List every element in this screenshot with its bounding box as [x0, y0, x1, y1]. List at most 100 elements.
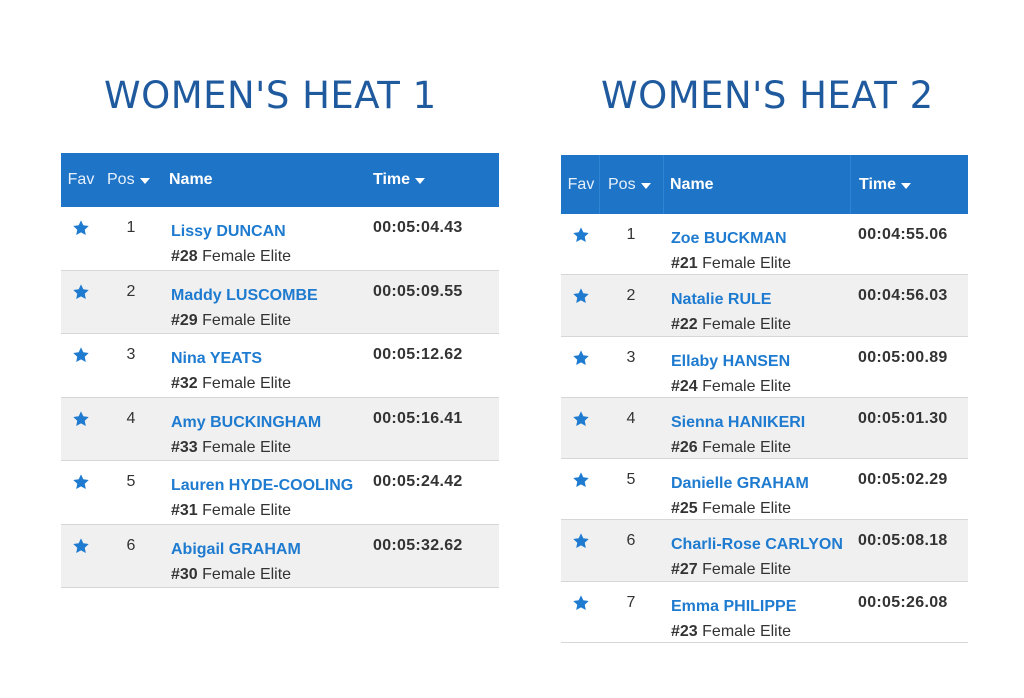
athlete-name-link[interactable]: Maddy LUSCOMBE — [171, 286, 318, 304]
athlete-category: Female Elite — [202, 311, 292, 329]
time-cell: 00:04:55.06 — [858, 226, 948, 243]
favorite-toggle[interactable] — [61, 461, 99, 524]
athlete-meta: #32 Female Elite — [171, 371, 365, 396]
favorite-toggle[interactable] — [561, 337, 599, 397]
favorite-toggle[interactable] — [561, 520, 599, 580]
bib-number: #32 — [171, 375, 198, 392]
athlete-name-link[interactable]: Ellaby HANSEN — [671, 352, 791, 370]
athlete-category: Female Elite — [202, 248, 292, 265]
athlete-meta: #33 Female Elite — [171, 435, 365, 460]
favorite-toggle[interactable] — [61, 398, 99, 461]
position-cell: 7 — [626, 593, 636, 611]
bib-number: #27 — [671, 561, 698, 579]
athlete-category: Female Elite — [702, 622, 792, 640]
athlete-name-link[interactable]: Charli-Rose CARLYON — [671, 536, 843, 554]
athlete-category: Female Elite — [702, 500, 792, 518]
position-cell: 2 — [126, 282, 136, 300]
athlete-name-link[interactable]: Abigail GRAHAM — [171, 540, 301, 558]
athlete-category: Female Elite — [202, 502, 292, 519]
heat-1-title: WOMEN'S HEAT 1 — [104, 74, 437, 117]
pos-column-header[interactable]: Pos — [99, 153, 163, 207]
name-column-header: Name — [663, 155, 850, 214]
results-table-header: Fav Pos Name Time — [561, 155, 968, 214]
pos-column-header[interactable]: Pos — [599, 155, 663, 214]
time-cell: 00:05:26.08 — [858, 593, 948, 611]
athlete-name-link[interactable]: Natalie RULE — [671, 291, 772, 309]
favorite-toggle[interactable] — [561, 275, 599, 335]
favorite-toggle[interactable] — [561, 459, 599, 519]
name-column-header: Name — [169, 171, 213, 188]
caret-down-icon — [640, 182, 651, 189]
athlete-category: Female Elite — [702, 255, 792, 272]
bib-number: #30 — [171, 565, 198, 583]
athlete-name-link[interactable]: Danielle GRAHAM — [671, 475, 809, 493]
heat-1-results-table: Fav Pos Name Time 1 Lissy DUNCAN #28 Femal… — [61, 153, 499, 588]
time-cell: 00:05:24.42 — [373, 473, 463, 490]
star-icon — [573, 288, 589, 304]
table-row: 6 Abigail GRAHAM #30 Female Elite 00:05:32.… — [61, 524, 499, 588]
table-row: 3 Nina YEATS #32 Female Elite 00:05:12.62 — [61, 334, 499, 398]
athlete-name-link[interactable]: Amy BUCKINGHAM — [171, 413, 322, 431]
table-row: 2 Maddy LUSCOMBE #29 Female Elite 00:05:09.… — [61, 270, 499, 334]
athlete-name-link[interactable]: Emma PHILIPPE — [671, 597, 797, 615]
time-column-header[interactable]: Time — [365, 153, 499, 207]
heat-2-title: WOMEN'S HEAT 2 — [601, 74, 934, 117]
star-icon — [573, 349, 589, 365]
athlete-meta: #25 Female Elite — [671, 496, 850, 521]
athlete-cell: Emma PHILIPPE #23 Female Elite — [663, 582, 850, 642]
position-cell: 2 — [626, 287, 636, 305]
time-cell: 00:05:02.29 — [858, 471, 948, 489]
star-icon — [573, 595, 589, 610]
athlete-name-link[interactable]: Nina YEATS — [171, 350, 262, 367]
athlete-cell: Lauren HYDE-COOLING #31 Female Elite — [163, 461, 365, 524]
favorite-toggle[interactable] — [561, 214, 599, 274]
bib-number: #28 — [171, 248, 198, 265]
bib-number: #29 — [171, 311, 198, 329]
athlete-meta: #27 Female Elite — [671, 557, 850, 582]
athlete-meta: #21 Female Elite — [671, 251, 850, 276]
time-cell: 00:05:04.43 — [373, 219, 463, 236]
athlete-cell: Abigail GRAHAM #30 Female Elite — [163, 525, 365, 588]
bib-number: #24 — [671, 377, 698, 395]
bib-number: #26 — [671, 438, 698, 456]
favorite-toggle[interactable] — [561, 398, 599, 458]
bib-number: #21 — [671, 255, 698, 272]
athlete-category: Female Elite — [702, 438, 792, 456]
favorite-toggle[interactable] — [61, 334, 99, 397]
athlete-meta: #24 Female Elite — [671, 374, 850, 399]
table-row: 7 Emma PHILIPPE #23 Female Elite 00:05:26.0… — [561, 582, 968, 644]
position-cell: 3 — [126, 346, 136, 363]
athlete-name-link[interactable]: Sienna HANIKERI — [671, 413, 806, 431]
athlete-meta: #26 Female Elite — [671, 435, 850, 460]
star-icon — [573, 533, 589, 549]
time-column-header[interactable]: Time — [850, 155, 968, 214]
star-icon — [73, 347, 89, 363]
table-row: 5 Lauren HYDE-COOLING #31 Female Elite 00:0… — [61, 461, 499, 525]
star-icon — [573, 227, 589, 243]
favorite-toggle[interactable] — [561, 582, 599, 642]
results-table-header: Fav Pos Name Time — [61, 153, 499, 207]
table-row: 3 Ellaby HANSEN #24 Female Elite 00:05:00.8… — [561, 337, 968, 398]
time-cell: 00:05:08.18 — [858, 532, 948, 550]
favorite-toggle[interactable] — [61, 271, 99, 334]
caret-down-icon — [901, 182, 912, 189]
athlete-cell: Zoe BUCKMAN #21 Female Elite — [663, 214, 850, 274]
athlete-name-link[interactable]: Lauren HYDE-COOLING — [171, 477, 354, 494]
athlete-cell: Ellaby HANSEN #24 Female Elite — [663, 337, 850, 397]
athlete-meta: #29 Female Elite — [171, 308, 365, 333]
athlete-name-link[interactable]: Lissy DUNCAN — [171, 223, 286, 240]
table-row: 1 Lissy DUNCAN #28 Female Elite 00:05:04.43 — [61, 207, 499, 271]
table-row: 6 Charli-Rose CARLYON #27 Female Elite 00:0… — [561, 520, 968, 582]
table-row: 4 Amy BUCKINGHAM #33 Female Elite 00:05:16.… — [61, 397, 499, 461]
star-icon — [73, 220, 89, 236]
favorite-toggle[interactable] — [61, 207, 99, 270]
table-row: 1 Zoe BUCKMAN #21 Female Elite 00:04:55.06 — [561, 214, 968, 276]
athlete-name-link[interactable]: Zoe BUCKMAN — [671, 230, 787, 247]
athlete-cell: Sienna HANIKERI #26 Female Elite — [663, 398, 850, 458]
time-cell: 00:05:00.89 — [858, 348, 948, 366]
favorite-toggle[interactable] — [61, 525, 99, 588]
athlete-meta: #28 Female Elite — [171, 244, 365, 269]
athlete-cell: Lissy DUNCAN #28 Female Elite — [163, 207, 365, 270]
athlete-meta: #23 Female Elite — [671, 619, 850, 644]
athlete-cell: Nina YEATS #32 Female Elite — [163, 334, 365, 397]
